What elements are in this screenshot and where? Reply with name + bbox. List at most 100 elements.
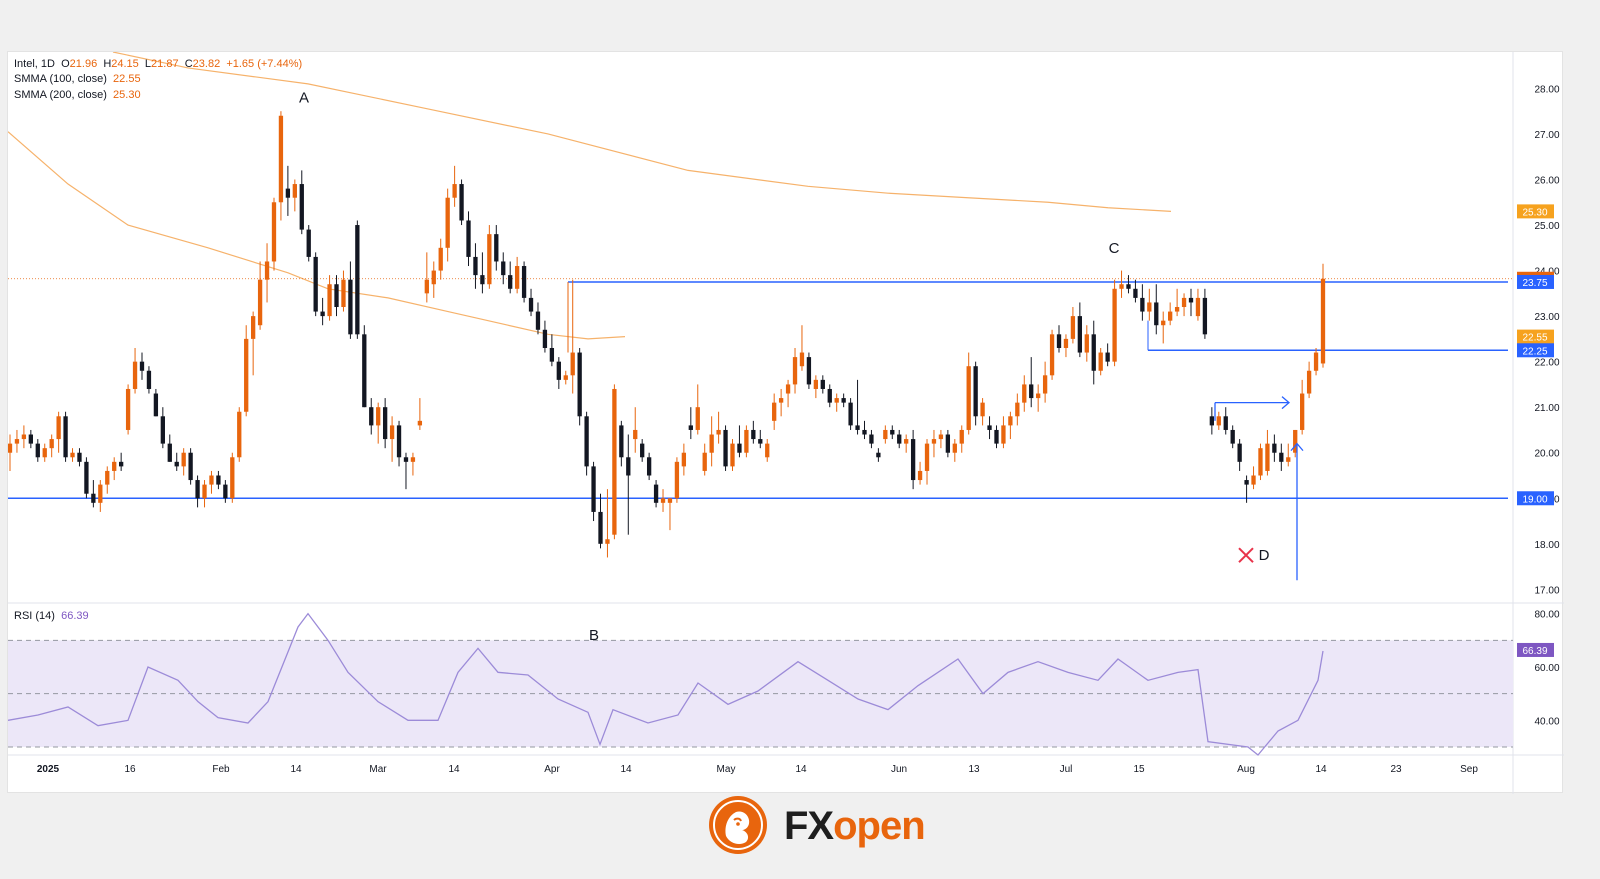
time-tick-label: 14 xyxy=(795,764,807,775)
candle-body xyxy=(118,461,124,467)
candle-body xyxy=(1174,307,1180,312)
candle-body xyxy=(91,493,96,503)
price-tick-label: 18.00 xyxy=(1534,540,1559,551)
chart-frame[interactable]: 17.0018.0019.0020.0021.0022.0023.0024.00… xyxy=(7,51,1564,794)
candle-body xyxy=(959,429,964,444)
candle-body xyxy=(772,402,777,421)
candle-body xyxy=(250,316,256,339)
candle-body xyxy=(709,434,714,453)
candle-body xyxy=(1140,297,1145,312)
candle-body xyxy=(355,225,360,335)
candle-body xyxy=(403,457,409,462)
candle-body xyxy=(84,461,89,494)
candle-body xyxy=(98,484,103,503)
candle-body xyxy=(535,311,541,330)
brand-open: open xyxy=(833,804,926,848)
candle-body xyxy=(605,539,610,544)
candle-body xyxy=(202,484,207,499)
candle-body xyxy=(1098,352,1103,371)
candle-body xyxy=(223,484,228,499)
candle-body xyxy=(910,439,916,481)
candle-body xyxy=(285,188,291,198)
candle-body xyxy=(1320,278,1326,364)
candle-body xyxy=(1056,334,1062,348)
candle-body xyxy=(584,416,589,467)
candle-body xyxy=(1070,316,1076,339)
candle-body xyxy=(1195,297,1201,317)
candle-body xyxy=(612,388,617,535)
candle-body xyxy=(744,429,749,453)
candle-body xyxy=(1077,316,1083,353)
legend-l-label: L xyxy=(144,58,152,70)
candle-body xyxy=(63,416,68,458)
candle-body xyxy=(1091,334,1096,371)
candle-body xyxy=(35,443,40,458)
price-tick-label: 28.00 xyxy=(1534,84,1559,95)
candle-body xyxy=(841,398,846,403)
price-tick-label: 26.00 xyxy=(1534,176,1559,187)
candle-body xyxy=(1188,297,1194,303)
rsi-tick-label: 40.00 xyxy=(1534,716,1559,727)
axis-price-label-bg xyxy=(1517,343,1554,358)
candle-body xyxy=(1015,402,1020,417)
legend-rsi-label: RSI (14) xyxy=(14,610,55,622)
candle-body xyxy=(1244,480,1249,485)
axis-price-label: 25.30 xyxy=(1522,207,1547,218)
candle-body xyxy=(1216,416,1221,426)
candle-body xyxy=(313,256,318,312)
candle-body xyxy=(424,279,429,294)
axis-price-label: 23.75 xyxy=(1522,278,1547,289)
candle-body xyxy=(382,407,388,440)
candle-body xyxy=(167,443,172,462)
candle-body xyxy=(1133,288,1138,298)
candle-body xyxy=(556,361,561,380)
candle-body xyxy=(230,457,235,499)
candle-body xyxy=(973,366,978,417)
brand-wordmark: FXopen xyxy=(784,804,926,849)
annotation-label: A xyxy=(299,90,309,107)
candle-body xyxy=(494,234,499,262)
candle-body xyxy=(70,452,75,458)
candle-body xyxy=(487,234,492,285)
annotation-label: D xyxy=(1259,547,1270,564)
candle-body xyxy=(153,393,159,417)
price-tick-label: 23.00 xyxy=(1534,312,1559,323)
candle-body xyxy=(577,352,582,417)
legend-rsi-value: 66.39 xyxy=(61,610,89,622)
candle-body xyxy=(966,366,971,430)
candle-body xyxy=(327,284,332,317)
candle-body xyxy=(181,452,186,467)
rsi-price-label: 66.39 xyxy=(1522,646,1547,657)
candle-body xyxy=(56,416,61,440)
arrow-head xyxy=(1281,396,1290,410)
candle-body xyxy=(987,425,992,430)
candle-body xyxy=(160,416,165,444)
candle-body xyxy=(778,398,784,403)
candle-body xyxy=(1161,320,1166,326)
time-tick-label: Feb xyxy=(212,764,230,775)
time-tick-label: Jul xyxy=(1060,764,1073,775)
candle-body xyxy=(549,347,555,362)
axis-price-label-bg xyxy=(1517,204,1554,219)
rsi-tick-label: 60.00 xyxy=(1534,663,1559,674)
candle-body xyxy=(570,352,575,376)
candle-body xyxy=(897,434,902,444)
candle-body xyxy=(216,475,221,485)
candle-body xyxy=(938,434,944,440)
legend-c-label: C xyxy=(184,58,193,70)
candle-body xyxy=(112,461,117,471)
candle-body xyxy=(1237,443,1242,462)
candle-body xyxy=(306,229,311,257)
candle-body xyxy=(521,266,527,298)
candle-body xyxy=(591,466,596,512)
annotation-label: B xyxy=(589,627,599,644)
candle-body xyxy=(8,443,13,453)
legend-rsi: RSI (14) 66.39 xyxy=(14,610,89,622)
candle-body xyxy=(1105,352,1110,362)
candle-body xyxy=(14,439,20,444)
candle-body xyxy=(792,357,798,385)
chart-svg[interactable]: 17.0018.0019.0020.0021.0022.0023.0024.00… xyxy=(8,52,1564,794)
candle-body xyxy=(139,361,145,371)
candle-body xyxy=(514,266,520,289)
price-tick-label: 21.00 xyxy=(1534,403,1559,414)
